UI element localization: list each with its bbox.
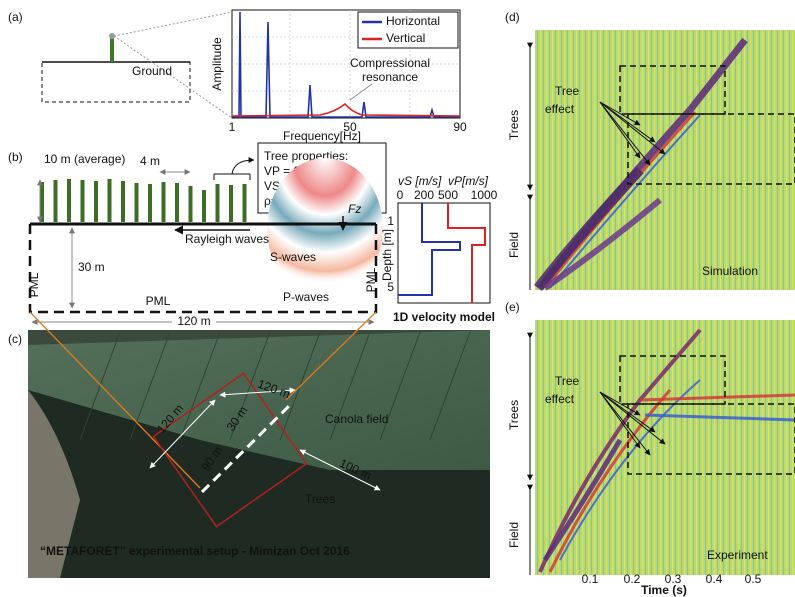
tree (243, 184, 247, 222)
x-tick-label: 0.2 (624, 572, 641, 586)
x-tick-label: 200 (414, 188, 434, 202)
tree (148, 184, 152, 222)
x-axis-label: Frequency[Hz] (283, 129, 361, 143)
tree (175, 183, 179, 222)
annotation: Canola field (325, 412, 388, 426)
annotation: effect (545, 102, 575, 116)
panel-label: (a) (8, 10, 23, 24)
force-label: Fz (348, 202, 361, 216)
tree (40, 182, 44, 222)
tree (121, 181, 125, 222)
pml-label: PML (364, 267, 378, 292)
x-tick-label: 0 (397, 188, 404, 202)
annotation: resonance (362, 70, 418, 84)
pml-label: PML (27, 272, 41, 297)
y-axis-label: Depth [m] (380, 229, 394, 281)
tree (54, 180, 58, 222)
annotation: P-waves (283, 290, 329, 304)
axis-label: Trees (507, 400, 521, 430)
caption: 1D velocity model (393, 310, 495, 324)
tree (229, 185, 233, 222)
caption: “METAFORET” experimental setup - Mimizan… (40, 544, 350, 558)
y-tick-label: 5 (387, 280, 394, 294)
annotation: Rayleigh waves (185, 232, 269, 246)
pml-label: PML (146, 294, 171, 308)
tree (67, 179, 71, 222)
axis-label: Field (507, 522, 521, 548)
legend-entry: Vertical (386, 31, 425, 45)
tree (216, 184, 220, 222)
x-tick-label: 0.1 (582, 572, 599, 586)
annotation: effect (545, 392, 575, 406)
tree (94, 181, 98, 222)
legend-entry: Horizontal (386, 14, 440, 28)
annotation: 30 m (78, 260, 105, 274)
annotation: Tree (555, 374, 580, 388)
annotation: Compressional (350, 56, 430, 70)
axis-label: Field (507, 232, 521, 258)
panel-label: (e) (505, 300, 520, 314)
line (114, 12, 232, 36)
tree (189, 186, 193, 222)
tree (162, 182, 166, 222)
caption: Simulation (702, 264, 758, 278)
annotation: S-waves (270, 250, 316, 264)
arrow (232, 160, 254, 174)
tree (135, 183, 139, 222)
y-axis-label: Amplitude (210, 37, 224, 91)
axis-label: Trees (507, 110, 521, 140)
header: vP[m/s] (448, 174, 489, 188)
x-tick-label: 500 (438, 188, 458, 202)
x-axis-label: Time (s) (641, 583, 687, 597)
panel-label: (c) (8, 332, 22, 346)
tree (202, 190, 206, 222)
x-tick-label: 90 (453, 120, 467, 134)
y-tick-label: 1 (387, 214, 394, 228)
annotation: 10 m (average) (44, 152, 125, 166)
x-tick-label: 0.5 (745, 572, 762, 586)
ground-label: Ground (132, 64, 172, 78)
annotation: Tree (555, 84, 580, 98)
x-tick-label: 1000 (471, 188, 498, 202)
tree (110, 38, 114, 62)
figure: (a) Ground Horizontal Vertical Compressional… (0, 0, 795, 597)
annotation: Trees (305, 492, 335, 506)
panel-label: (d) (505, 10, 520, 24)
panel-label: (b) (8, 150, 23, 164)
x-tick-label: 0.4 (706, 572, 723, 586)
annotation: 120 m (177, 314, 210, 328)
tree (81, 180, 85, 222)
tree (108, 179, 112, 222)
caption: Experiment (707, 548, 768, 562)
velocity-box (398, 203, 490, 303)
header: vS [m/s] (398, 174, 442, 188)
x-tick-label: 1 (229, 120, 236, 134)
annotation: 4 m (140, 154, 160, 168)
